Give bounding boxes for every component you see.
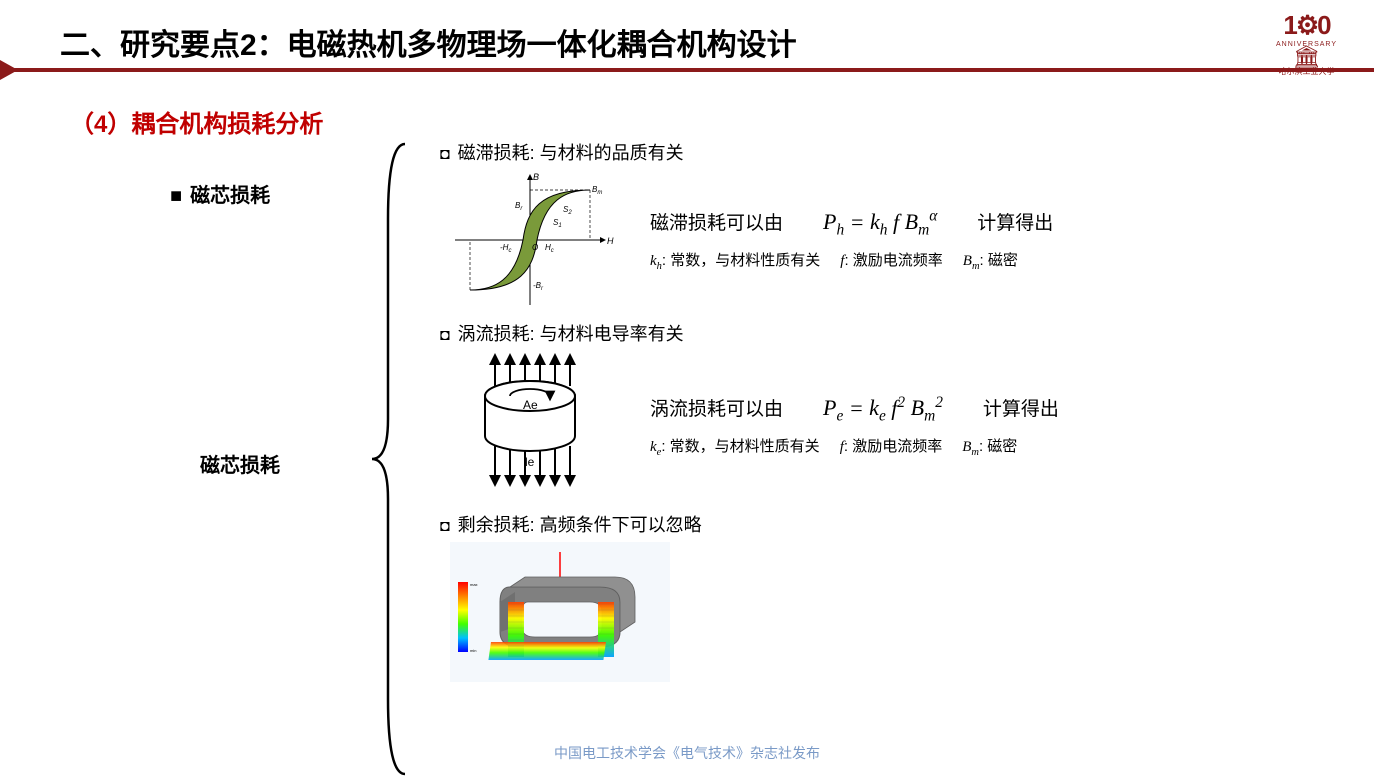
S2-label: S2: [563, 205, 572, 216]
Bm-label: Bm: [592, 185, 602, 196]
core-loss-bullet: 磁芯损耗: [170, 179, 270, 208]
svg-text:max: max: [470, 582, 478, 587]
title-underline: [0, 68, 1374, 72]
eddy-params: ke: 常数，与材料性质有关 f: 激励电流频率 Bm: 磁密: [650, 435, 1340, 458]
fem-simulation-icon: max min: [450, 542, 670, 682]
hyst-formula-prefix: 磁滞损耗可以由: [650, 208, 783, 235]
item-residual-header: 剩余损耗: 高频条件下可以忽略: [440, 511, 1340, 537]
hysteresis-loop-icon: H B O Bm Br -Br Hc -Hc S1 S2: [445, 170, 615, 310]
brace-icon: [370, 139, 410, 779]
Ae-label: Ae: [523, 398, 538, 412]
S1-label: S1: [553, 218, 562, 229]
eddy-graphic: Ae le: [440, 351, 620, 501]
hyst-formula-suffix: 计算得出: [977, 208, 1053, 235]
item-eddy-header: 涡流损耗: 与材料电导率有关: [440, 320, 1340, 346]
svg-text:min: min: [470, 648, 476, 653]
hysteresis-graphic: H B O Bm Br -Br Hc -Hc S1 S2: [440, 170, 620, 310]
university-logo: 1⚙0 ANNIVERSARY 🏛 哈尔滨工业大学: [1259, 10, 1354, 85]
hyst-params: kh: 常数，与材料性质有关 f: 激励电流频率 Bm: 磁密: [650, 249, 1340, 272]
items-column: 磁滞损耗: 与材料的品质有关: [440, 139, 1340, 692]
origin-label: O: [532, 243, 538, 252]
logo-university-name: 哈尔滨工业大学: [1259, 66, 1354, 77]
eddy-core-icon: Ae le: [465, 351, 595, 501]
logo-building-icon: 🏛: [1259, 48, 1354, 66]
axis-H-label: H: [607, 236, 614, 246]
main-title: 二、研究要点2：电磁热机多物理场一体化耦合机构设计: [60, 20, 1314, 64]
item-residual: 剩余损耗: 高频条件下可以忽略: [440, 511, 1340, 682]
fem-graphic: max min: [440, 542, 680, 682]
eddy-text: 涡流损耗可以由 Pe = ke f2 Bm2 计算得出 ke: 常数，与材料性质…: [650, 394, 1340, 459]
item-hysteresis: 磁滞损耗: 与材料的品质有关: [440, 139, 1340, 310]
core-loss-center-label: 磁芯损耗: [200, 449, 280, 478]
Hc-label: Hc: [545, 243, 554, 254]
le-label: le: [525, 455, 535, 469]
axis-B-label: B: [533, 172, 539, 182]
slide-header: 二、研究要点2：电磁热机多物理场一体化耦合机构设计 1⚙0 ANNIVERSAR…: [0, 0, 1374, 74]
subtitle: （4）耦合机构损耗分析: [70, 104, 1374, 139]
hysteresis-text: 磁滞损耗可以由 Ph = kh f Bmα 计算得出 kh: 常数，与材料性质有…: [650, 208, 1340, 273]
eddy-formula-prefix: 涡流损耗可以由: [650, 394, 783, 421]
item-eddy: 涡流损耗: 与材料电导率有关: [440, 320, 1340, 501]
mHc-label: -Hc: [500, 243, 511, 254]
eddy-formula: Pe = ke f2 Bm2: [823, 394, 943, 426]
item-hysteresis-header: 磁滞损耗: 与材料的品质有关: [440, 139, 1340, 165]
Br-label: Br: [515, 201, 523, 212]
logo-number: 1⚙0: [1259, 10, 1354, 41]
title-arrow-icon: [0, 60, 18, 80]
footer-attribution: 中国电工技术学会《电气技术》杂志社发布: [554, 743, 820, 763]
eddy-formula-suffix: 计算得出: [983, 394, 1059, 421]
mBr-label: -Br: [533, 281, 544, 292]
hyst-formula: Ph = kh f Bmα: [823, 208, 937, 240]
